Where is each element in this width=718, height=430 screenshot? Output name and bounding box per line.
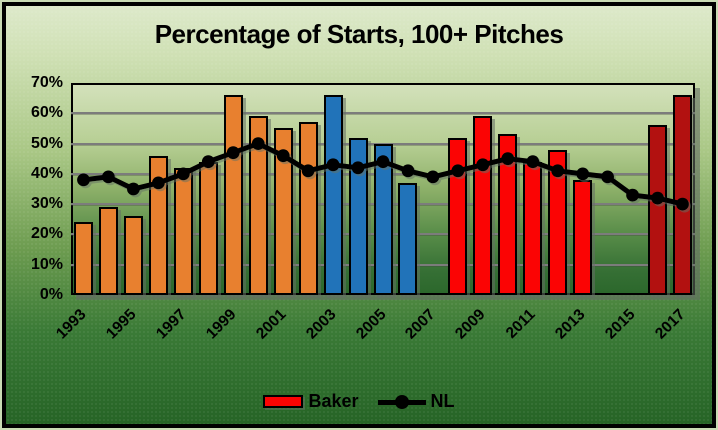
x-tick-label-2015: 2015 — [602, 306, 639, 343]
bar-2017 — [673, 95, 693, 295]
x-tick-label-1997: 1997 — [152, 306, 190, 343]
bar-2013 — [573, 179, 593, 295]
bar-2000 — [248, 116, 268, 295]
bar-2003 — [323, 95, 343, 295]
y-tick-label: 10% — [30, 255, 63, 273]
x-tick-label-2001: 2001 — [252, 306, 290, 343]
y-tick-label: 30% — [30, 195, 63, 213]
bar-2006 — [398, 182, 418, 295]
bar-2008 — [448, 137, 468, 295]
bar-1998 — [198, 161, 218, 295]
x-tick-label-2003: 2003 — [302, 306, 340, 343]
x-tick-label-2011: 2011 — [502, 306, 539, 342]
y-tick-label: 60% — [30, 104, 63, 122]
x-tick-label-2009: 2009 — [452, 306, 489, 343]
bar-1999 — [223, 95, 243, 295]
bar-2004 — [348, 137, 368, 295]
legend: Baker NL — [6, 391, 712, 412]
bar-1994 — [98, 207, 118, 295]
y-tick-label: 0% — [39, 286, 63, 303]
y-tick-label: 50% — [30, 134, 63, 152]
bar-2016 — [648, 125, 668, 295]
legend-nl-marker-icon — [394, 394, 409, 409]
y-tick-label: 20% — [30, 225, 63, 243]
bar-2011 — [523, 161, 543, 295]
x-tick-label-2007: 2007 — [402, 306, 439, 343]
bar-1993 — [73, 222, 93, 295]
x-tick-label-2005: 2005 — [352, 306, 390, 343]
x-tick-label-1999: 1999 — [202, 306, 240, 343]
bar-2002 — [298, 122, 318, 295]
legend-nl-label: NL — [430, 391, 455, 411]
y-tick-label: 40% — [30, 164, 63, 182]
bar-2009 — [473, 116, 493, 295]
x-tick-label-2013: 2013 — [552, 306, 589, 343]
bar-2010 — [498, 134, 518, 295]
bar-2001 — [273, 128, 293, 295]
chart-title: Percentage of Starts, 100+ Pitches — [154, 19, 564, 49]
bar-1997 — [173, 167, 193, 295]
bar-1995 — [123, 216, 143, 295]
bar-2005 — [373, 143, 393, 295]
legend-baker-swatch — [263, 395, 304, 408]
x-tick-label-1993: 1993 — [53, 306, 90, 343]
gridline — [71, 112, 695, 115]
legend-baker-label: Baker — [308, 391, 359, 411]
bar-1996 — [148, 155, 168, 295]
bar-2012 — [548, 149, 568, 295]
x-tick-label-1995: 1995 — [103, 306, 140, 343]
x-tick-label-2017: 2017 — [652, 306, 689, 343]
legend-nl-swatch — [377, 394, 426, 410]
y-tick-label: 70% — [30, 74, 63, 91]
